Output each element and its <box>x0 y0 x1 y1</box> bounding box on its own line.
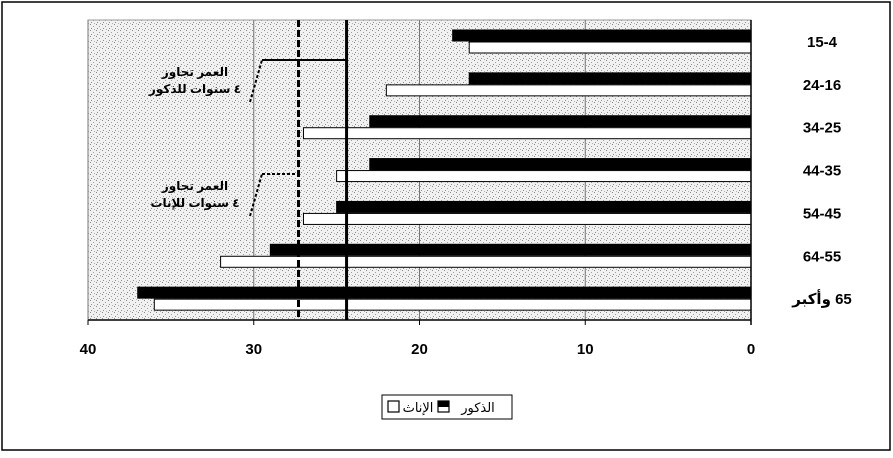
bar-males <box>369 115 752 128</box>
annotation-connector <box>249 173 263 217</box>
bar-females <box>302 212 752 225</box>
x-tick-label: 10 <box>577 341 594 358</box>
category-label: 44-35 <box>803 163 841 180</box>
bar-males <box>137 286 752 299</box>
bar-males <box>269 243 752 256</box>
bar-females <box>302 127 752 140</box>
legend: الذكور الإناث <box>381 394 513 420</box>
bar-females <box>385 84 752 97</box>
annotation-connector <box>249 59 263 103</box>
category-label: 15-4 <box>807 34 838 51</box>
bar-females <box>336 170 752 183</box>
legend-label-females: الإناث <box>403 400 434 415</box>
x-tick-label: 0 <box>747 341 755 358</box>
legend-label-males: الذكور <box>460 400 495 416</box>
x-tick-label: 20 <box>411 341 428 358</box>
bar-males <box>452 29 752 42</box>
category-label: 24-16 <box>803 77 841 94</box>
legend-swatch-females <box>387 400 400 413</box>
x-tick-label: 40 <box>80 341 97 358</box>
annotation-text: ٤ سنوات للإناث <box>150 196 239 211</box>
bar-females <box>468 41 752 54</box>
annotation-text: العمر تجاوز <box>161 179 228 194</box>
annotation-text: ٤ سنوات للذكور <box>148 82 241 97</box>
bar-males <box>468 72 752 85</box>
x-tick-label: 30 <box>245 341 262 358</box>
category-label: 64-55 <box>803 248 841 265</box>
category-label: 65 وأكبر <box>791 289 852 308</box>
annotation-text: العمر تجاوز <box>161 65 228 80</box>
category-label: 34-25 <box>803 120 841 137</box>
category-label: 54-45 <box>803 205 841 222</box>
bar-females <box>220 255 752 268</box>
bar-females <box>153 298 752 311</box>
bar-males <box>336 200 752 213</box>
legend-swatch-males-fill <box>438 401 449 407</box>
bar-males <box>369 158 752 171</box>
